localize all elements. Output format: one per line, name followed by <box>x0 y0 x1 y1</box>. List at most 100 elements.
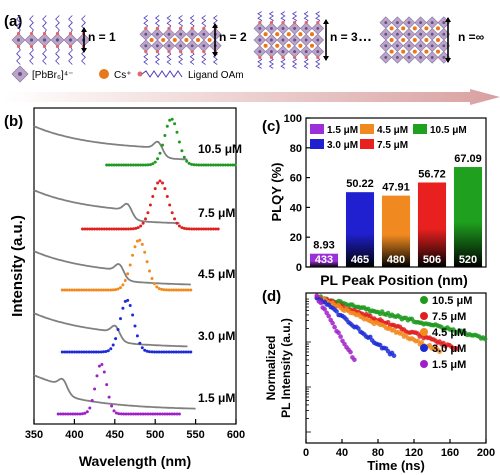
pb-atom <box>282 39 285 42</box>
legend-swatch <box>360 139 374 149</box>
pb-atom <box>202 44 205 47</box>
cs-atom <box>310 44 314 48</box>
x-tick-label: 600 <box>227 429 245 441</box>
bar-category-label: 480 <box>387 254 405 266</box>
x-tick-label: 160 <box>441 447 459 459</box>
ligand-head <box>191 50 194 53</box>
pl-point <box>138 239 141 242</box>
pl-point <box>124 279 127 282</box>
legend-marker <box>420 360 428 368</box>
ligand-head <box>144 27 147 30</box>
pl-point <box>121 307 124 310</box>
cs-atom <box>161 38 165 42</box>
ligand-chain <box>258 57 262 68</box>
pb-atom <box>144 44 147 47</box>
ligand-chain <box>258 12 262 23</box>
pb-atom <box>316 39 319 42</box>
pb-atom <box>191 44 194 47</box>
pl-point <box>163 134 166 137</box>
arrow-head-top <box>323 19 329 24</box>
legend-swatch <box>310 139 324 149</box>
decay-point <box>336 330 341 335</box>
pl-point <box>151 277 154 280</box>
ligand-chain <box>304 57 308 68</box>
ligand-head <box>30 32 33 35</box>
pb-atom <box>305 27 308 30</box>
cs-atom <box>401 38 405 42</box>
legend-cs-text: Cs⁺ <box>114 70 132 81</box>
pl-point <box>110 405 113 408</box>
series-label: 4.5 μM <box>198 267 235 281</box>
legend-marker <box>420 312 428 320</box>
pl-point <box>134 245 137 248</box>
ligand-head <box>258 56 261 59</box>
pl-point <box>141 243 144 246</box>
series-label: 7.5 μM <box>198 206 235 220</box>
panel-b-xlabel: Wavelength (nm) <box>79 453 191 469</box>
ligand-chain <box>281 57 285 68</box>
pl-point <box>159 152 162 155</box>
ligand-chain <box>316 12 320 23</box>
ligand-chain <box>144 52 148 65</box>
x-tick-label: 200 <box>477 447 495 459</box>
pl-point <box>189 289 192 292</box>
legend-label: 1.5 μM <box>327 125 358 136</box>
pl-point <box>129 304 132 307</box>
x-tick-label: 350 <box>25 429 43 441</box>
pb-atom <box>179 33 182 36</box>
ligand-chain <box>281 12 285 23</box>
x-tick-label: 0 <box>303 447 309 459</box>
pb-atom <box>282 50 285 53</box>
pl-point <box>171 211 174 214</box>
pl-point <box>136 334 139 337</box>
ligand-chain <box>56 47 60 65</box>
y-tick-label: 40 <box>290 202 302 214</box>
absorption-curve <box>34 375 196 408</box>
ligand-head <box>56 45 59 48</box>
bar-category-label: 433 <box>315 254 333 266</box>
y-tick-label: 80 <box>290 143 302 155</box>
legend-label: 3.0 μM <box>327 140 358 151</box>
y-tick-label: 100 <box>284 113 302 125</box>
pb-atom <box>419 33 422 36</box>
pl-point <box>138 342 141 345</box>
ligand-chain <box>190 52 194 65</box>
decay-point <box>315 293 320 298</box>
pb-atom <box>384 44 387 47</box>
ligand-head <box>167 27 170 30</box>
cs-atom <box>401 26 405 30</box>
legend-swatch <box>310 124 324 134</box>
pl-point <box>141 346 144 349</box>
y-tick-label: 20 <box>290 232 302 244</box>
pb-atom <box>270 39 273 42</box>
panel-d-ylabel-line1: Normalized <box>264 336 278 401</box>
pl-point <box>149 204 152 207</box>
decay-point <box>326 314 331 319</box>
legend-label: 3.0 μM <box>432 343 466 355</box>
cs-atom <box>298 32 302 36</box>
bar-value-label: 56.72 <box>418 168 446 180</box>
pl-point <box>137 226 140 229</box>
pb-atom <box>270 50 273 53</box>
pb-atom <box>419 21 422 24</box>
pb-atom <box>316 27 319 30</box>
pb-atom <box>43 38 46 41</box>
cs-atom <box>208 38 212 42</box>
cs-atom <box>413 38 417 42</box>
x-tick-label: 400 <box>65 429 83 441</box>
pl-point <box>151 195 154 198</box>
pl-point <box>163 187 166 190</box>
cs-atom <box>401 50 405 54</box>
pb-atom <box>419 56 422 59</box>
plqy-bar <box>454 167 482 267</box>
pl-point <box>185 160 188 163</box>
ligand-head <box>17 32 20 35</box>
pb-atom <box>384 56 387 59</box>
panel-c-plot: 8.9343350.2246547.9148056.7250667.09520 … <box>284 113 486 274</box>
legend-label: 7.5 μM <box>432 311 466 323</box>
bar-category-label: 465 <box>351 254 369 266</box>
pl-point <box>176 222 179 225</box>
pb-atom <box>408 21 411 24</box>
pb-atom <box>282 27 285 30</box>
pb-atom <box>396 33 399 36</box>
